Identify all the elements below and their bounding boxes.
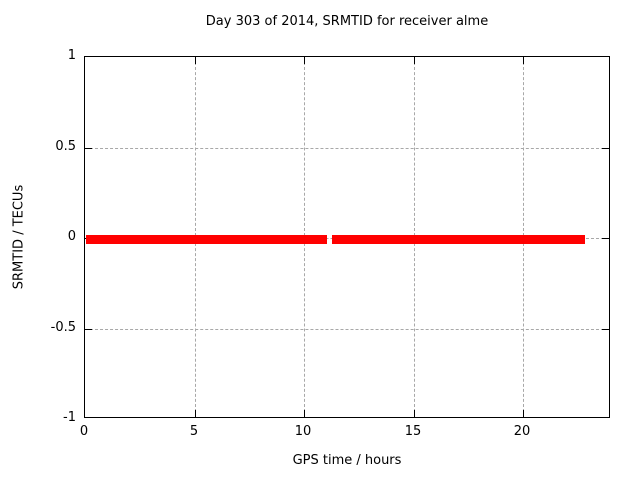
chart-title: Day 303 of 2014, SRMTID for receiver alm… (205, 14, 489, 29)
plot-area (84, 56, 610, 418)
srmtid-line-segment (86, 235, 327, 244)
x-tick-top (304, 57, 305, 64)
x-tick-bottom (414, 410, 415, 417)
x-tick-label: 15 (404, 424, 422, 439)
x-tick-label: 0 (79, 424, 89, 439)
x-tick-top (414, 57, 415, 64)
x-axis-title: GPS time / hours (292, 453, 402, 468)
y-tick-right (602, 238, 609, 239)
y-tick-left (85, 329, 92, 330)
y-tick-label: 0.5 (55, 139, 76, 154)
y-gridline (85, 148, 609, 149)
x-tick-bottom (523, 410, 524, 417)
y-gridline (85, 329, 609, 330)
y-tick-label: -0.5 (50, 320, 76, 335)
x-tick-top (195, 57, 196, 64)
x-tick-label: 5 (189, 424, 199, 439)
x-tick-label: 10 (294, 424, 312, 439)
y-tick-label: 1 (67, 48, 76, 63)
x-tick-bottom (304, 410, 305, 417)
x-tick-top (523, 57, 524, 64)
y-tick-label: 0 (67, 229, 76, 244)
y-tick-label: -1 (63, 410, 76, 425)
y-tick-right (602, 148, 609, 149)
x-tick-bottom (195, 410, 196, 417)
y-tick-right (602, 329, 609, 330)
srmtid-line-segment (332, 235, 585, 244)
y-tick-left (85, 148, 92, 149)
x-tick-label: 20 (513, 424, 531, 439)
